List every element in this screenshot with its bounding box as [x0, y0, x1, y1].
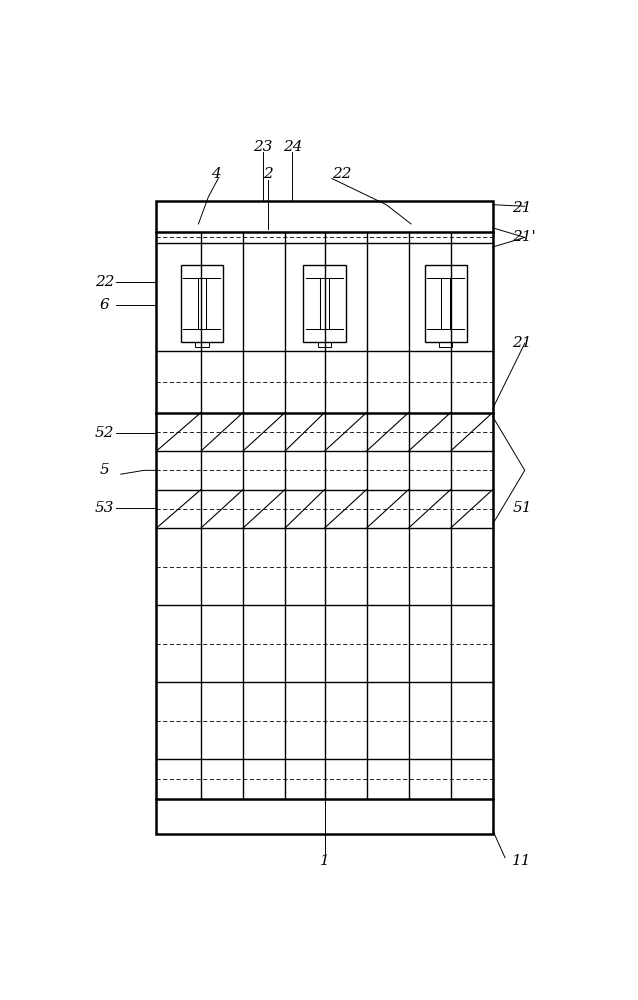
Text: 2: 2 — [263, 167, 272, 181]
Text: 52: 52 — [94, 426, 114, 440]
Bar — [439, 342, 452, 347]
Text: 4: 4 — [211, 167, 221, 181]
Text: 22: 22 — [332, 167, 352, 181]
Text: 1: 1 — [320, 854, 329, 868]
Bar — [156, 201, 493, 232]
Text: 23: 23 — [253, 140, 272, 154]
Text: 6: 6 — [100, 298, 109, 312]
Text: 21: 21 — [512, 201, 532, 215]
Text: 51: 51 — [512, 501, 532, 515]
Text: 24: 24 — [283, 140, 302, 154]
Bar — [181, 265, 223, 342]
Bar — [304, 265, 346, 342]
Text: 53: 53 — [94, 501, 114, 515]
Text: 5: 5 — [100, 463, 109, 477]
Bar — [318, 342, 331, 347]
Text: 22: 22 — [94, 275, 114, 289]
Text: 11: 11 — [512, 854, 532, 868]
Bar — [425, 265, 466, 342]
Text: 21': 21' — [512, 230, 536, 244]
Text: 21: 21 — [512, 336, 532, 350]
Bar — [156, 799, 493, 834]
Bar — [195, 342, 209, 347]
